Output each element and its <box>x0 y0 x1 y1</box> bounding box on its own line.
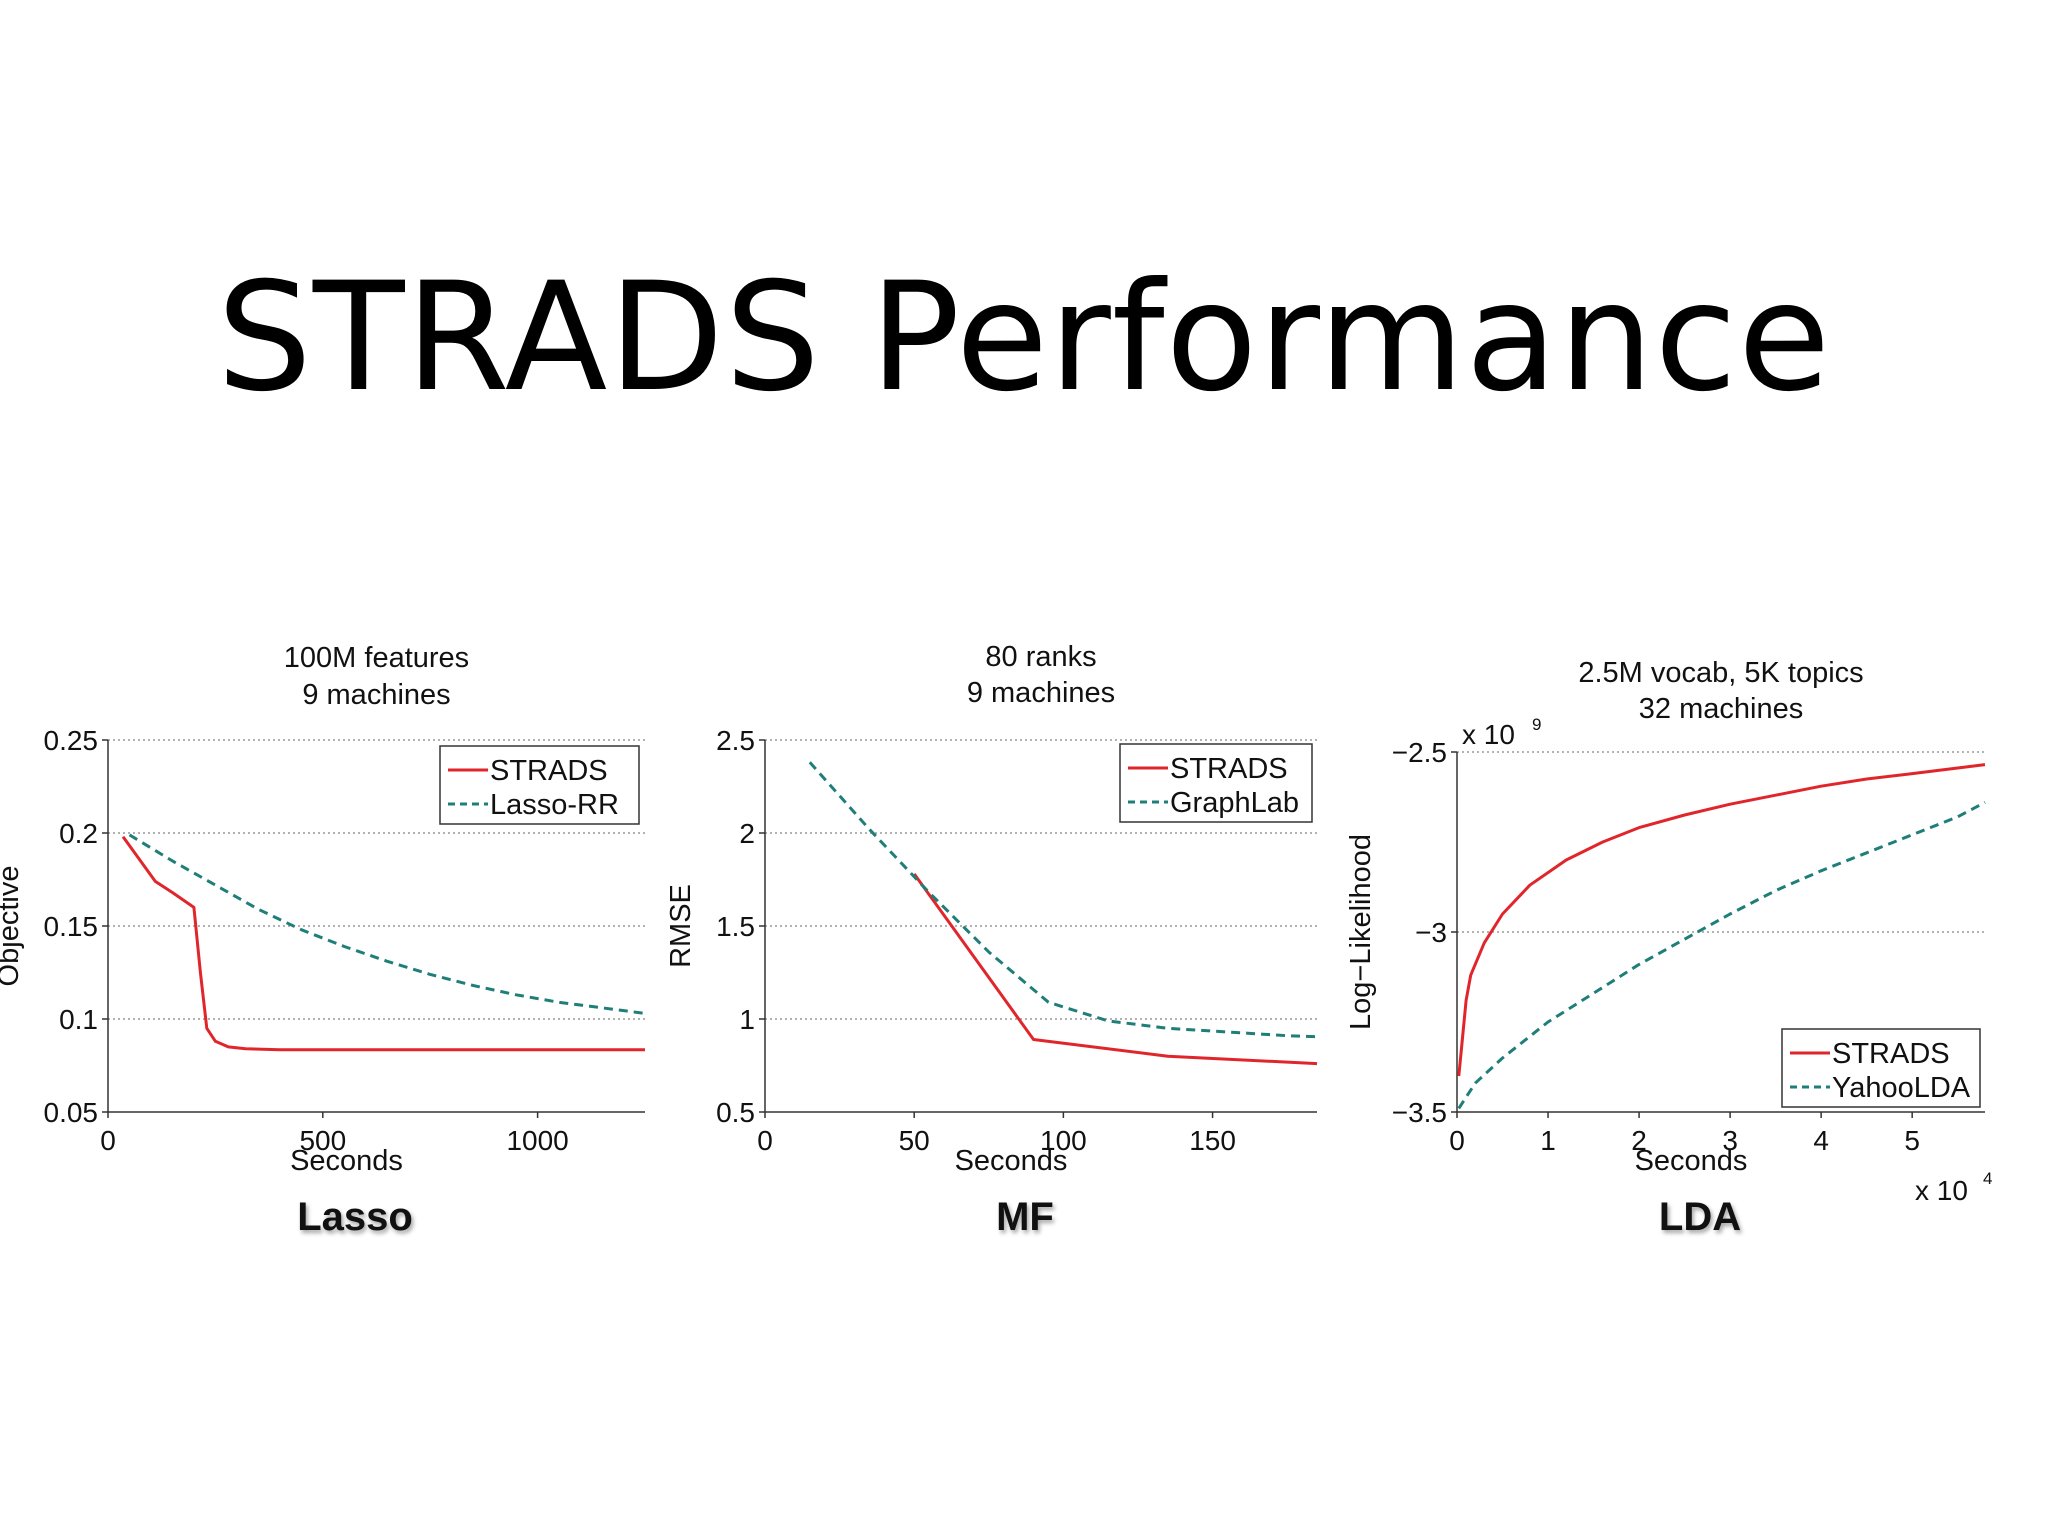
legend-box <box>439 745 640 825</box>
y-tick-label: 1.5 <box>716 911 755 942</box>
x-axis-label: Seconds <box>290 1145 403 1177</box>
y-axis-label: RMSE <box>665 884 697 968</box>
x-multiplier: x 10 <box>1915 1175 1968 1206</box>
y-multiplier: x 10 <box>1462 719 1515 750</box>
legend-label: STRADS <box>1170 753 1288 785</box>
panel-label: LDA <box>1659 1195 1741 1239</box>
y-axis-label: Objective <box>0 866 25 987</box>
x-axis-label: Seconds <box>1635 1145 1748 1177</box>
legend-box <box>1781 1028 1981 1108</box>
x-tick-label: 0 <box>1449 1125 1465 1156</box>
x-tick-label: 0 <box>100 1125 116 1156</box>
y-multiplier-exponent: 9 <box>1532 715 1541 734</box>
y-tick-label: 0.2 <box>59 818 98 849</box>
chart-title-line: 32 machines <box>1639 693 1803 725</box>
chart-title-line: 9 machines <box>967 677 1115 709</box>
series-line-strads <box>912 873 1318 1066</box>
slide-title: STRADS Performance <box>216 250 1832 425</box>
y-tick-label: −3 <box>1415 917 1447 948</box>
chart-title-line: 100M features <box>284 642 469 674</box>
y-tick-label: 0.15 <box>44 911 99 942</box>
x-axis-label: Seconds <box>955 1145 1068 1177</box>
panel-label: MF <box>996 1195 1054 1239</box>
y-axis-label: Log−Likelihood <box>1345 834 1377 1030</box>
series-line-lasso-rr <box>128 833 646 1015</box>
series-line-strads <box>121 835 645 1052</box>
x-tick-label: 3 <box>1722 1125 1738 1156</box>
series-line-strads <box>1457 763 1986 1077</box>
chart-lda: 2.5M vocab, 5K topics 32 machines −3.5 −3 −2… <box>1345 657 1992 1239</box>
y-tick-label: 1 <box>739 1004 755 1035</box>
legend-box <box>1119 743 1313 823</box>
y-tick-label: −3.5 <box>1392 1097 1447 1128</box>
series-line-yahoolda <box>1457 801 1986 1110</box>
x-tick-label: 50 <box>899 1125 930 1156</box>
legend-label: STRADS <box>1832 1038 1950 1070</box>
x-tick-label: 0 <box>757 1125 773 1156</box>
x-tick-label: 100 <box>1040 1125 1087 1156</box>
panel-label: Lasso <box>297 1195 413 1239</box>
x-tick-label: 1 <box>1540 1125 1556 1156</box>
y-tick-label: 0.5 <box>716 1097 755 1128</box>
y-tick-label: 2.5 <box>716 725 755 756</box>
legend-label: YahooLDA <box>1832 1072 1971 1104</box>
x-tick-label: 2 <box>1631 1125 1647 1156</box>
x-tick-label: 1000 <box>506 1125 568 1156</box>
chart-mf: 80 ranks 9 machines 0.5 1 1.5 2 2.5 0 50 100 150 Se… <box>665 641 1318 1239</box>
x-tick-label: 500 <box>299 1125 346 1156</box>
x-tick-label: 4 <box>1813 1125 1829 1156</box>
legend-label: Lasso-RR <box>490 789 619 821</box>
chart-title-line: 2.5M vocab, 5K topics <box>1578 657 1863 689</box>
x-tick-label: 5 <box>1904 1125 1920 1156</box>
x-tick-label: 150 <box>1189 1125 1236 1156</box>
y-tick-label: 0.05 <box>44 1097 99 1128</box>
y-tick-label: 2 <box>739 818 755 849</box>
legend-label: GraphLab <box>1170 787 1299 819</box>
x-multiplier-exponent: 4 <box>1983 1169 1992 1188</box>
y-tick-label: 0.1 <box>59 1004 98 1035</box>
chart-title-line: 9 machines <box>302 679 450 711</box>
chart-lasso: 100M features 9 machines 0.05 0.1 0.15 0.2 0.2… <box>0 642 646 1239</box>
legend-label: STRADS <box>490 755 608 787</box>
y-tick-label: 0.25 <box>44 725 99 756</box>
y-tick-label: −2.5 <box>1392 737 1447 768</box>
chart-title-line: 80 ranks <box>985 641 1096 673</box>
